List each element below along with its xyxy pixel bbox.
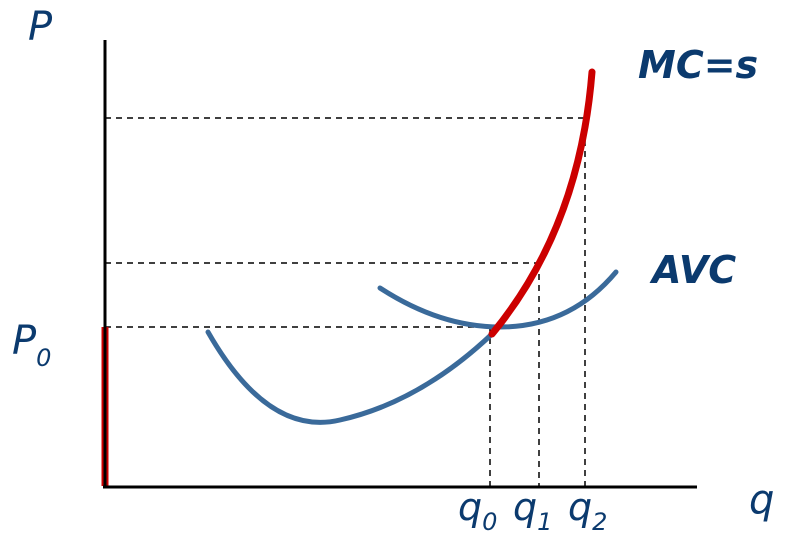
quantity-q0-label: q0 [458,485,497,536]
mc-curve-label: MC=s [638,43,758,87]
upper-cost-curve [377,269,619,330]
q0-base: q [458,485,482,529]
q0-subscript: 0 [482,508,497,536]
quantity-q2-label: q2 [568,485,607,536]
q1-base: q [513,485,537,529]
price-base: P [12,318,37,364]
mc-supply-curve [488,68,596,338]
q1-subscript: 1 [537,508,552,536]
quantity-q1-label: q1 [513,485,552,536]
y-axis-label: P [28,4,53,50]
price-p0-label: P0 [12,318,51,372]
q2-base: q [568,485,592,529]
avc-curve [205,329,495,425]
avc-curve-label: AVC [649,248,736,292]
price-subscript: 0 [36,344,51,372]
guide-lines [105,117,586,486]
x-axis-label: q [749,477,774,523]
q2-subscript: 2 [592,508,607,536]
